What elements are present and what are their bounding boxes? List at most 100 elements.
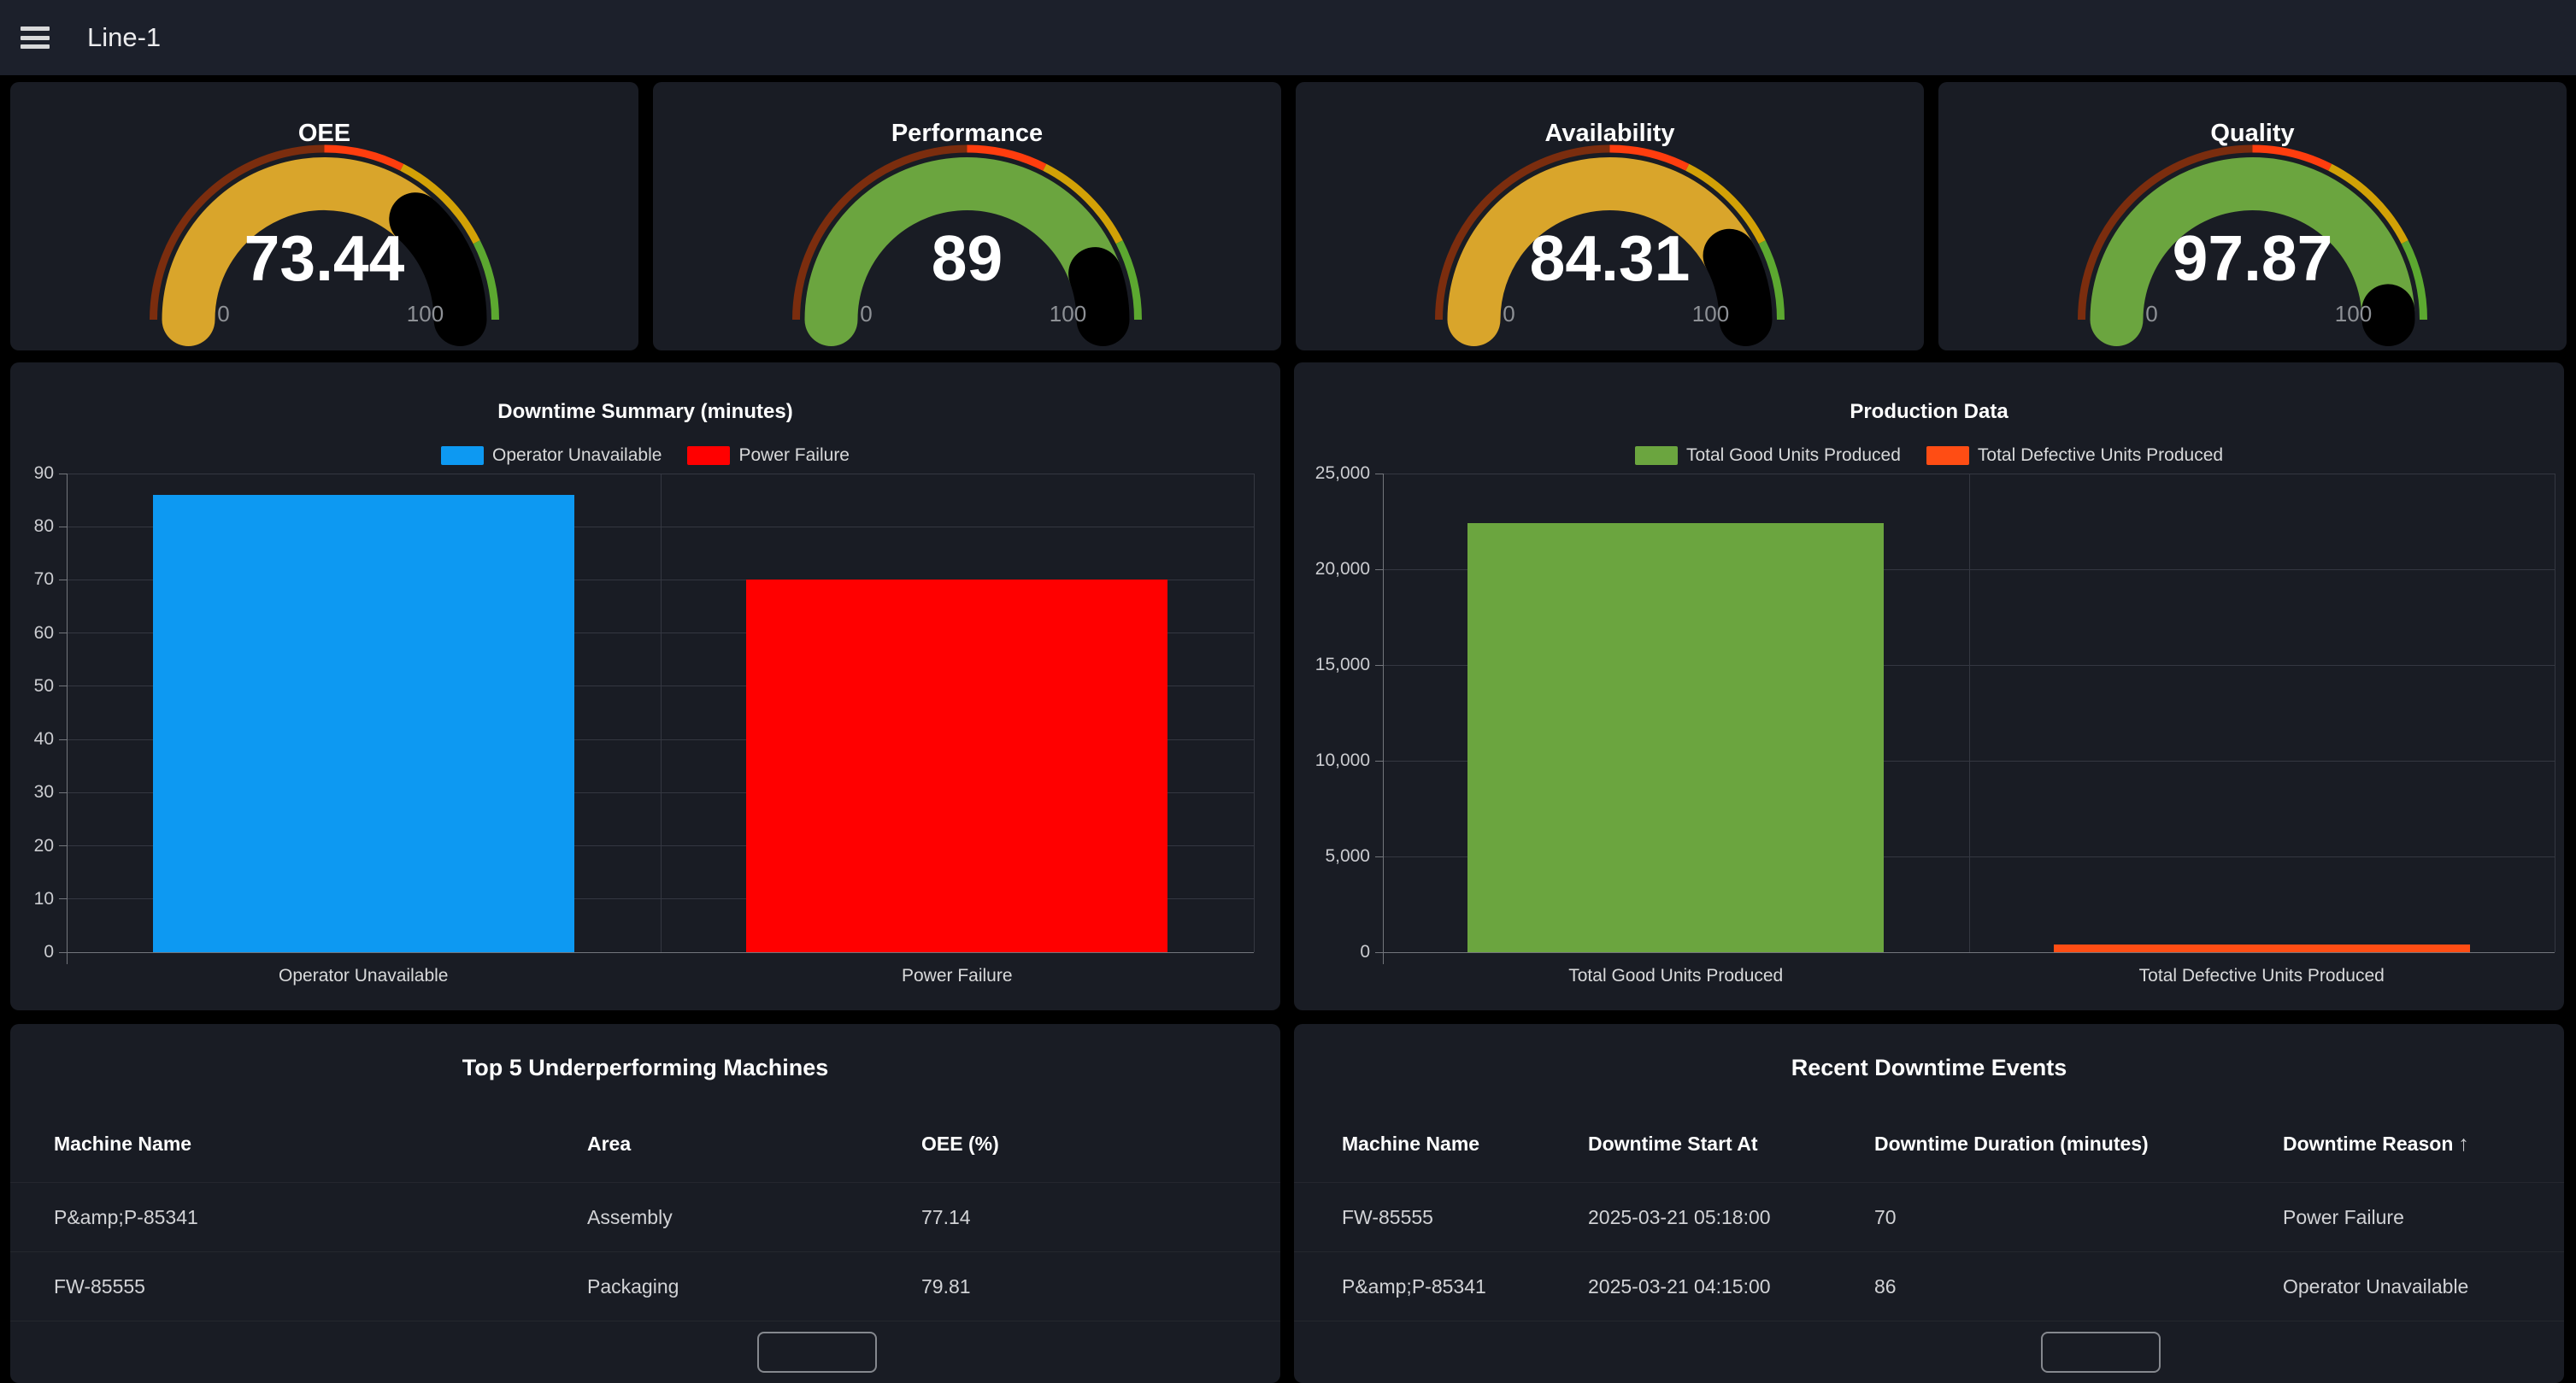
production-data-chart-panel: Production Data Total Good Units Produce…	[1294, 362, 2564, 1010]
gauge-value: 89	[932, 222, 1003, 294]
cell-downtime-start: 2025-03-21 05:18:00	[1588, 1206, 1874, 1229]
column-header-machine-name[interactable]: Machine Name	[54, 1133, 587, 1156]
axis-tick	[59, 952, 67, 953]
table-row: P&amp;P-85341 2025-03-21 04:15:00 86 Ope…	[1294, 1252, 2564, 1321]
column-header-area[interactable]: Area	[587, 1133, 921, 1156]
gauge-panel-performance: 0 100 89 Performance	[653, 82, 1281, 350]
cell-downtime-reason: Operator Unavailable	[2283, 1275, 2564, 1298]
gauge-remainder-arc	[1095, 274, 1103, 320]
panel-title: Performance	[653, 120, 1281, 148]
y-axis-label: 20	[0, 835, 54, 857]
bar-total-good-units-produced[interactable]	[1467, 523, 1884, 952]
panel-title: Recent Downtime Events	[1294, 1055, 2564, 1081]
axis-tick	[59, 845, 67, 846]
y-axis-label: 0	[1267, 941, 1370, 963]
gauge-max-label: 100	[1050, 301, 1086, 327]
axis-tick	[1375, 761, 1383, 762]
y-axis-label: 25,000	[1267, 462, 1370, 485]
cell-downtime-start: 2025-03-21 04:15:00	[1588, 1275, 1874, 1298]
bar-total-defective-units-produced[interactable]	[2054, 945, 2470, 952]
gauge-max-label: 100	[407, 301, 444, 327]
column-header-downtime-reason[interactable]: Downtime Reason↑	[2283, 1132, 2564, 1156]
axis-tick	[59, 739, 67, 740]
cell-oee: 79.81	[921, 1275, 1280, 1298]
panel-title: OEE	[10, 120, 638, 148]
pagination-button[interactable]	[757, 1332, 877, 1373]
column-header-machine-name[interactable]: Machine Name	[1342, 1133, 1588, 1156]
gauge-min-label: 0	[217, 301, 229, 327]
column-header-label: Downtime Reason	[2283, 1133, 2453, 1155]
y-axis-label: 80	[0, 515, 54, 538]
gauge-value: 84.31	[1530, 222, 1691, 294]
y-axis-label: 40	[0, 728, 54, 750]
y-axis-label: 50	[0, 675, 54, 697]
axis-tick	[1375, 952, 1383, 953]
dashboard-title: Line-1	[87, 22, 161, 53]
gauge-min-label: 0	[1503, 301, 1514, 327]
y-axis-label: 15,000	[1267, 654, 1370, 676]
table-row: FW-85555 Packaging 79.81	[10, 1252, 1280, 1321]
gauge-max-label: 100	[1692, 301, 1729, 327]
cell-downtime-duration: 86	[1874, 1275, 2283, 1298]
x-axis-category-label: Total Good Units Produced	[1568, 966, 1783, 986]
bar-operator-unavailable[interactable]	[153, 495, 574, 952]
recent-downtime-events-table-panel: Recent Downtime Events Machine Name Down…	[1294, 1024, 2564, 1383]
y-axis-label: 70	[0, 568, 54, 591]
axis-tick	[59, 792, 67, 793]
cell-machine-name: P&amp;P-85341	[54, 1206, 587, 1229]
column-header-downtime-duration[interactable]: Downtime Duration (minutes)	[1874, 1133, 2283, 1156]
y-axis-label: 60	[0, 622, 54, 644]
x-axis-category-label: Total Defective Units Produced	[2139, 966, 2385, 986]
table-header-row: Machine Name Area OEE (%)	[10, 1106, 1280, 1183]
cell-downtime-reason: Power Failure	[2283, 1206, 2564, 1229]
gridline	[661, 474, 662, 952]
x-axis-category-label: Operator Unavailable	[279, 966, 448, 986]
y-axis-line	[67, 474, 68, 964]
table-row: P&amp;P-85341 Assembly 77.14	[10, 1183, 1280, 1252]
bar-power-failure[interactable]	[746, 580, 1167, 952]
panel-title: Quality	[1938, 120, 2567, 148]
axis-tick	[1375, 569, 1383, 570]
y-axis-label: 30	[0, 781, 54, 803]
downtime-summary-chart-panel: Downtime Summary (minutes) Operator Unav…	[10, 362, 1280, 1010]
axis-tick	[1375, 665, 1383, 666]
top-navigation-bar: Line-1	[0, 0, 2576, 75]
cell-area: Packaging	[587, 1275, 921, 1298]
table: Machine Name Downtime Start At Downtime …	[1294, 1106, 2564, 1321]
y-axis-label: 5,000	[1267, 845, 1370, 868]
cell-machine-name: FW-85555	[54, 1275, 587, 1298]
panel-title: Availability	[1296, 120, 1924, 148]
cell-downtime-duration: 70	[1874, 1206, 2283, 1229]
table: Machine Name Area OEE (%) P&amp;P-85341 …	[10, 1106, 1280, 1321]
top5-underperforming-table-panel: Top 5 Underperforming Machines Machine N…	[10, 1024, 1280, 1383]
column-header-oee[interactable]: OEE (%)	[921, 1133, 1280, 1156]
hamburger-menu-icon[interactable]	[21, 26, 50, 49]
panel-title: Top 5 Underperforming Machines	[10, 1055, 1280, 1081]
gauge-max-label: 100	[2335, 301, 2372, 327]
cell-machine-name: P&amp;P-85341	[1342, 1275, 1588, 1298]
cell-area: Assembly	[587, 1206, 921, 1229]
gauge-min-label: 0	[860, 301, 872, 327]
cell-oee: 77.14	[921, 1206, 1280, 1229]
gauge-min-label: 0	[2145, 301, 2157, 327]
y-axis-label: 10	[0, 888, 54, 910]
y-axis-label: 20,000	[1267, 558, 1370, 580]
y-axis-label: 0	[0, 941, 54, 963]
gauge-remainder-arc	[1730, 256, 1746, 320]
gridline	[1969, 474, 1970, 952]
cell-machine-name: FW-85555	[1342, 1206, 1588, 1229]
y-axis-label: 10,000	[1267, 750, 1370, 772]
column-header-downtime-start[interactable]: Downtime Start At	[1588, 1133, 1874, 1156]
x-axis-category-label: Power Failure	[902, 966, 1013, 986]
dashboard-page: { "topbar": { "title": "Line-1" }, "gaug…	[0, 0, 2576, 1344]
y-axis-line	[1383, 474, 1384, 964]
axis-tick	[59, 898, 67, 899]
gauge-value: 97.87	[2173, 222, 2333, 294]
pagination-button[interactable]	[2041, 1332, 2161, 1373]
gridline	[1254, 474, 1255, 952]
sort-ascending-icon: ↑	[2458, 1132, 2469, 1156]
